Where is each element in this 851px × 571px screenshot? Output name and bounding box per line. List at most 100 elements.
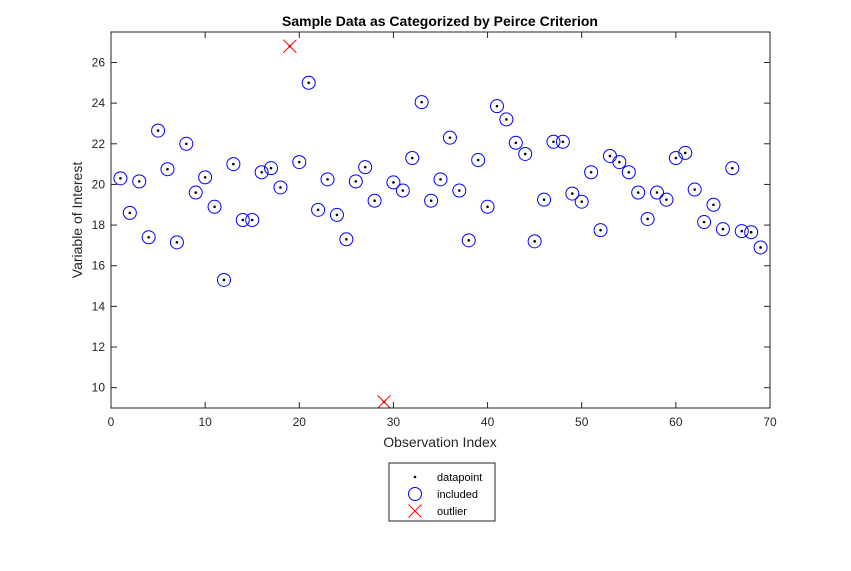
included-marker	[631, 185, 646, 200]
included-marker	[216, 272, 231, 287]
included-marker	[753, 240, 768, 255]
included-marker	[358, 160, 373, 175]
included-marker	[329, 207, 344, 222]
y-axis-label: Variable of Interest	[69, 162, 85, 279]
included-marker	[584, 165, 599, 180]
included-marker	[574, 194, 589, 209]
datapoint-marker	[194, 191, 198, 194]
datapoint-marker	[392, 181, 395, 184]
datapoint-marker	[542, 198, 546, 201]
included-marker	[734, 224, 749, 239]
included-marker	[113, 171, 128, 186]
included-marker	[546, 134, 561, 149]
datapoint-marker	[599, 228, 602, 232]
included-marker	[386, 175, 401, 190]
included-marker	[480, 199, 495, 214]
datapoint-marker	[175, 241, 179, 244]
datapoint-marker	[269, 166, 273, 170]
chart-title: Sample Data as Categorized by Peirce Cri…	[282, 13, 598, 29]
datapoint-marker	[693, 188, 696, 191]
included-marker	[715, 222, 730, 237]
legend-label-included: included	[437, 489, 478, 501]
included-marker	[621, 165, 636, 180]
datapoint-marker	[627, 170, 631, 174]
y-tick-label: 12	[92, 340, 106, 354]
datapoint-marker	[683, 151, 687, 155]
included-marker	[301, 75, 316, 90]
x-tick-label: 50	[575, 415, 589, 429]
datapoint-marker	[608, 154, 612, 158]
legend-box	[388, 462, 496, 522]
datapoint-marker	[655, 191, 659, 194]
included-marker	[518, 146, 533, 161]
datapoint-marker	[467, 239, 471, 242]
included-marker	[320, 172, 335, 187]
datapoint-marker	[345, 238, 348, 241]
included-marker	[744, 225, 759, 240]
y-tick-label: 10	[92, 381, 106, 395]
axes: 0 10 20 30 40 50 60 70 10 12 14 16 18 20 22 24 26	[92, 31, 777, 429]
x-tick-label: 60	[669, 415, 683, 429]
included-marker	[442, 130, 457, 145]
included-marker	[461, 233, 476, 248]
included-marker	[348, 174, 363, 189]
included-marker	[668, 151, 683, 166]
outlier-marker	[283, 39, 297, 54]
x-tick-label: 70	[763, 415, 777, 429]
y-tick-label: 26	[92, 55, 106, 69]
data-markers	[113, 39, 768, 409]
datapoint-marker	[702, 220, 706, 224]
datapoint-marker	[156, 129, 160, 132]
included-marker	[264, 161, 279, 176]
datapoint-marker	[505, 118, 508, 121]
included-marker	[527, 234, 542, 249]
included-marker	[508, 135, 523, 150]
included-marker	[311, 202, 326, 217]
included-marker	[678, 145, 693, 160]
datapoint-marker	[401, 189, 405, 192]
y-tick-label: 16	[92, 259, 106, 273]
datapoint-marker	[712, 203, 715, 207]
datapoint-marker	[636, 191, 640, 194]
datapoint-marker	[495, 104, 499, 108]
legend-marker-included	[408, 487, 422, 501]
included-marker	[697, 215, 712, 230]
datapoint-marker	[222, 278, 226, 282]
included-marker	[593, 223, 608, 238]
datapoint-marker	[552, 140, 555, 144]
datapoint-marker	[439, 178, 442, 181]
included-marker	[499, 112, 514, 127]
datapoint-marker	[147, 235, 150, 239]
datapoint-marker	[363, 165, 367, 169]
included-marker	[141, 230, 156, 245]
y-tick-label: 24	[92, 96, 106, 110]
datapoint-marker	[373, 199, 376, 202]
datapoint-marker	[203, 176, 207, 179]
x-tick-label: 0	[108, 415, 115, 429]
included-marker	[207, 199, 222, 214]
datapoint-marker	[232, 162, 235, 166]
legend-marker-outlier	[408, 504, 422, 518]
datapoint-marker	[618, 160, 621, 164]
datapoint-marker	[665, 198, 668, 201]
datapoint-marker	[571, 192, 574, 195]
datapoint-marker	[561, 140, 565, 144]
datapoint-marker	[589, 170, 593, 174]
datapoint-marker	[213, 205, 216, 209]
included-marker	[414, 95, 429, 110]
datapoint-marker	[533, 240, 536, 243]
datapoint-marker	[335, 213, 339, 217]
included-marker	[433, 172, 448, 187]
datapoint-marker	[740, 229, 744, 233]
included-marker	[151, 123, 166, 138]
included-marker	[122, 205, 137, 220]
legend-marker-datapoint	[413, 475, 417, 479]
included-marker	[169, 235, 184, 250]
included-marker	[706, 197, 721, 212]
datapoint-marker	[241, 218, 245, 222]
datapoint-marker	[721, 227, 725, 231]
datapoint-marker	[307, 81, 311, 85]
included-marker	[132, 174, 147, 189]
included-marker	[292, 155, 307, 170]
included-marker	[226, 157, 241, 172]
